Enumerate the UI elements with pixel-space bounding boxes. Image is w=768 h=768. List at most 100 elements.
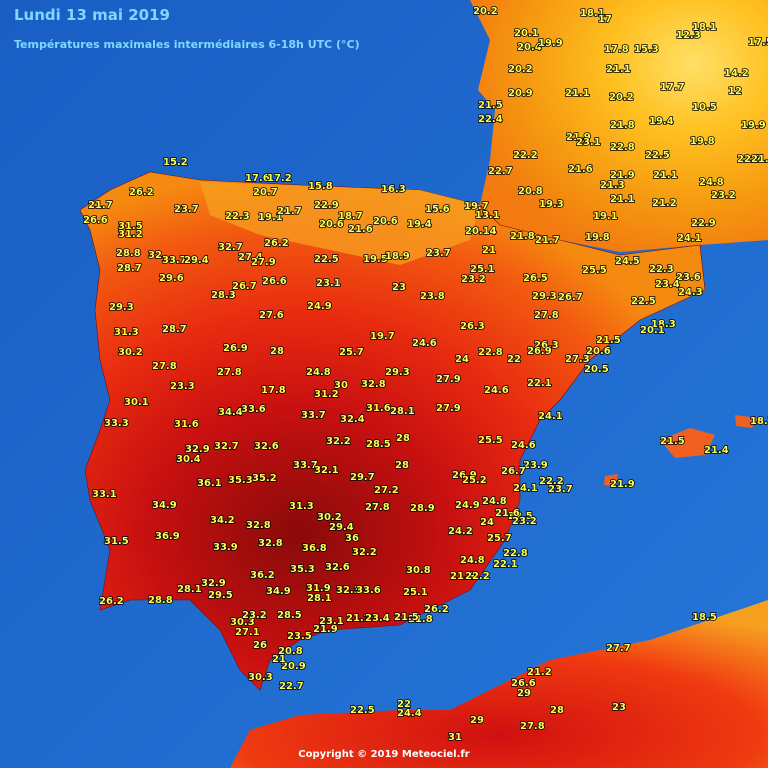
station-temp: 32 [148,250,162,261]
station-temp: 26.2 [424,604,449,615]
station-temp: 22.5 [645,150,670,161]
station-temp: 22.2 [539,476,564,487]
station-temp: 33.1 [92,489,117,500]
station-temp: 18.7 [750,416,768,427]
station-temp: 26 [253,640,267,651]
station-temp: 22.2 [465,571,490,582]
station-temp: 22.5 [508,511,533,522]
station-temp: 27.4 [238,252,263,263]
station-temp: 12.3 [676,30,701,41]
station-temp: 27.8 [217,367,242,378]
balearics [604,415,758,486]
station-temp: 28 [550,705,564,716]
title: Lundi 13 mai 2019 [14,6,170,24]
station-temp: 33.3 [104,418,129,429]
station-temp: 30.3 [248,672,273,683]
station-temp: 25.1 [403,587,428,598]
station-temp: 29.3 [532,291,557,302]
station-temp: 21.1 [565,88,590,99]
station-temp: 18.1 [580,8,605,19]
station-temp: 21 [272,654,286,665]
station-temp: 34.4 [218,407,243,418]
station-temp: 21.6 [568,164,593,175]
station-temp: 15.8 [308,181,333,192]
station-temp: 13.1 [475,210,500,221]
station-temp: 26.9 [223,343,248,354]
station-temp: 19.4 [407,219,432,230]
station-temp: 19.3 [539,199,564,210]
station-temp: 31.3 [114,327,139,338]
station-temp: 21.1 [606,64,631,75]
station-temp: 31.5 [104,536,129,547]
station-temp: 21.7 [277,206,302,217]
station-temp: 21.9 [751,154,768,165]
station-temp: 32.7 [218,242,243,253]
station-temp: 28.5 [277,610,302,621]
station-temp: 22.9 [314,200,339,211]
station-temp: 35.3 [228,475,253,486]
station-temp: 19.8 [585,232,610,243]
station-temp: 23 [392,282,406,293]
station-temp: 36.1 [197,478,222,489]
station-temp: 36.9 [155,531,180,542]
station-temp: 26.2 [129,187,154,198]
station-temp: 19.1 [593,211,618,222]
station-temp: 24.6 [412,338,437,349]
station-temp: 15.2 [163,157,188,168]
station-temp: 34.9 [266,586,291,597]
station-temp: 19.1 [258,212,283,223]
station-temp: 20.6 [586,346,611,357]
station-temp: 32.8 [258,538,283,549]
station-temp: 24.1 [538,411,563,422]
station-temp: 23.1 [576,137,601,148]
station-temp: 26.6 [511,678,536,689]
station-temp: 27.7 [606,643,631,654]
station-temp: 32.9 [201,578,226,589]
station-temp: 25.7 [487,533,512,544]
station-temp: 19.8 [690,136,715,147]
station-temp: 21.2 [652,198,677,209]
station-temp: 31 [448,732,462,743]
station-temp: 31.9 [306,583,331,594]
station-temp: 33.7 [301,410,326,421]
station-temp: 21.8 [510,231,535,242]
station-temp: 26.2 [99,596,124,607]
station-temp: 14.2 [724,68,749,79]
station-temp: 19.7 [464,201,489,212]
station-temp: 23.4 [365,613,390,624]
africa [230,600,768,768]
station-temp: 19.9 [741,120,766,131]
station-temp: 23.7 [548,484,573,495]
station-temp: 32.8 [361,379,386,390]
station-temp: 23.6 [676,272,701,283]
station-temp: 26.5 [523,273,548,284]
station-temp: 22.8 [503,548,528,559]
station-temp: 24.1 [513,483,538,494]
station-temp: 27.8 [152,361,177,372]
station-temp: 30 [334,380,348,391]
station-temp: 21.6 [495,508,520,519]
station-temp: 23 [612,702,626,713]
station-temp: 21.9 [450,571,475,582]
station-temp: 27.8 [365,502,390,513]
station-temp: 26.7 [558,292,583,303]
station-temp: 27.2 [374,485,399,496]
station-temp: 20.6 [373,216,398,227]
station-temp: 10.5 [692,102,717,113]
station-temp: 20.1 [640,325,665,336]
station-temp: 33.6 [356,585,381,596]
station-temp: 22.2 [513,150,538,161]
station-temp: 28 [270,346,284,357]
station-temp: 25.5 [582,265,607,276]
station-temp: 32.6 [254,441,279,452]
station-temp: 19.4 [649,116,674,127]
station-temp: 28.1 [390,406,415,417]
station-temp: 22.8 [610,142,635,153]
station-temp: 23.7 [174,204,199,215]
station-temp: 21.1 [653,170,678,181]
france [470,0,768,252]
station-temp: 28.5 [366,439,391,450]
station-temp: 23.4 [655,279,680,290]
